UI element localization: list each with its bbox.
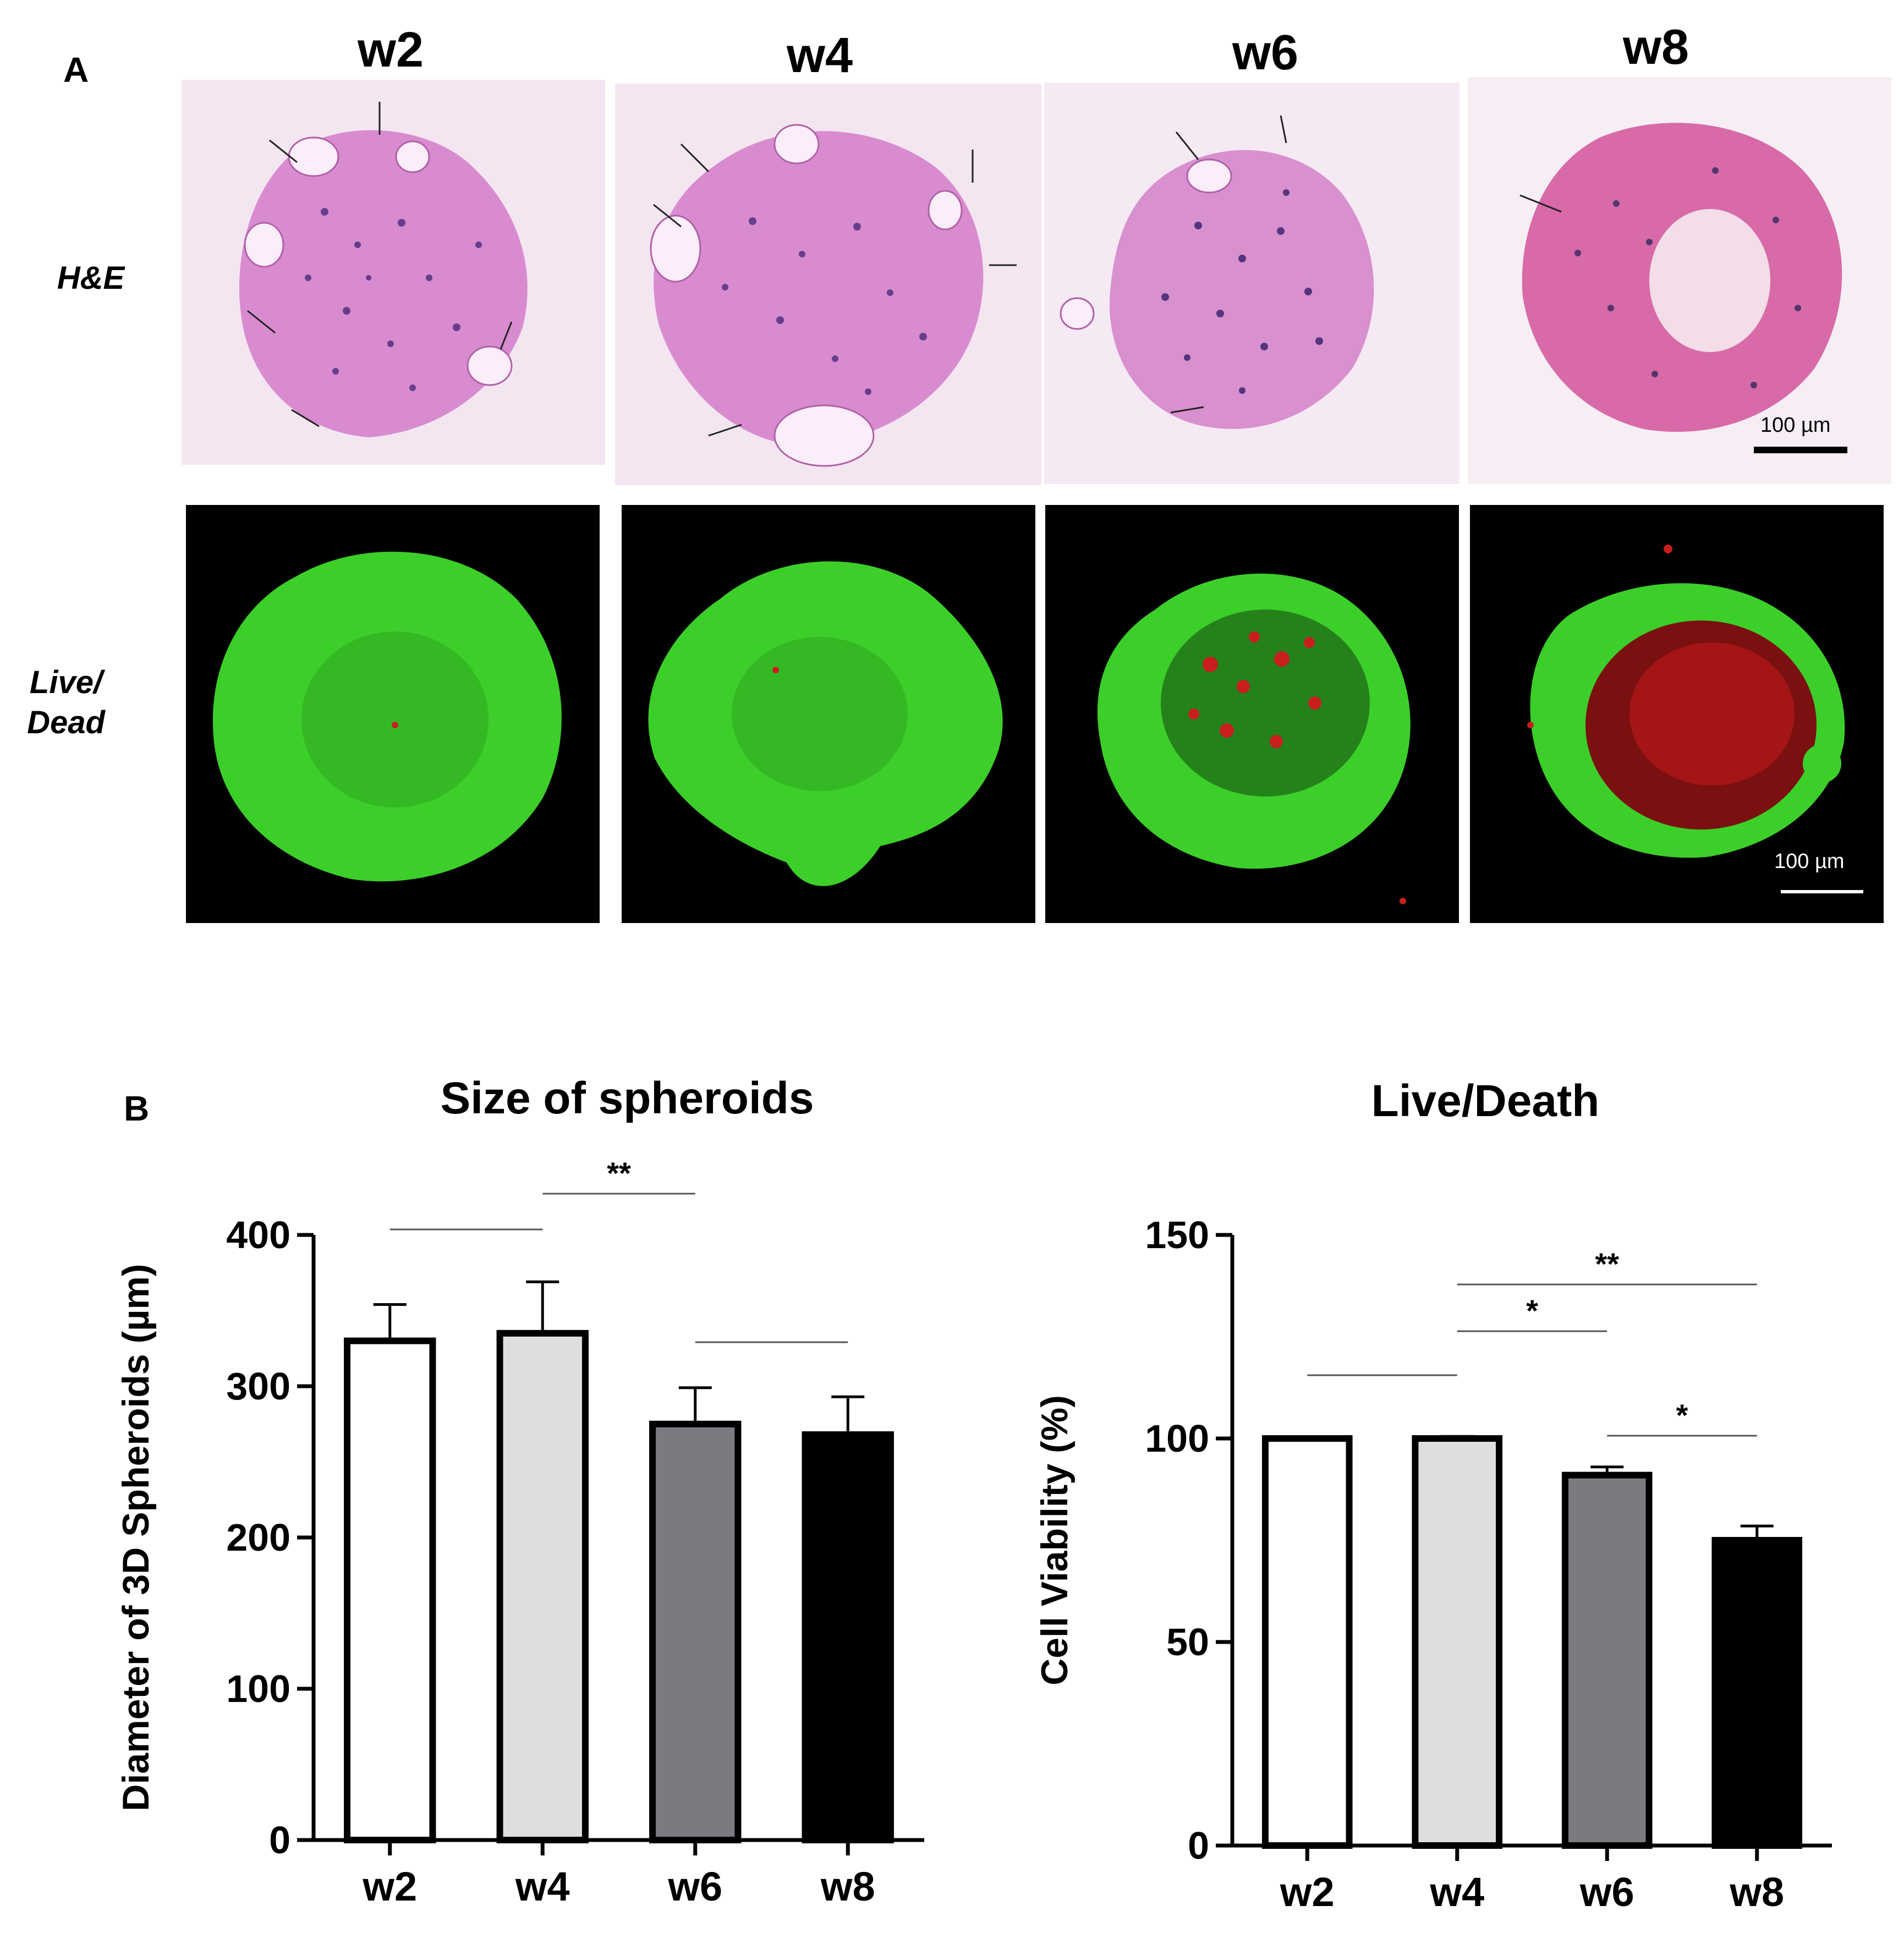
panel-b-letter: B bbox=[124, 1089, 150, 1128]
live-dead-image-w8 bbox=[1470, 505, 1884, 923]
significance-label: * bbox=[1526, 1293, 1538, 1328]
column-label-w8: w8 bbox=[1622, 20, 1689, 75]
y-tick-label: 300 bbox=[226, 1365, 290, 1408]
y-tick-label: 150 bbox=[1145, 1213, 1209, 1256]
y-tick-label: 0 bbox=[269, 1819, 290, 1861]
y-tick-label: 0 bbox=[1188, 1824, 1209, 1867]
chart1-svg: 0 100 200 300 400 Diameter of 3D Spheroids (µ… bbox=[115, 1156, 924, 1909]
significance-label: ** bbox=[1595, 1246, 1619, 1281]
x-tick-label-w8: w8 bbox=[820, 1864, 875, 1909]
column-label-w6: w6 bbox=[1232, 25, 1299, 80]
y-tick-label: 400 bbox=[226, 1213, 290, 1256]
y-axis-label: Diameter of 3D Spheroids (µm) bbox=[115, 1264, 157, 1811]
bar-w2 bbox=[1261, 1435, 1353, 1849]
live-dead-scale-bar-label: 100 µm bbox=[1774, 850, 1845, 873]
bar-w6 bbox=[649, 1420, 742, 1843]
he-image-w8 bbox=[1468, 77, 1891, 484]
x-tick-label-w6: w6 bbox=[667, 1864, 722, 1909]
x-tick-label-w2: w2 bbox=[1280, 1869, 1335, 1915]
bar-w8 bbox=[802, 1431, 894, 1843]
row-label-live-dead-line2: Dead bbox=[27, 704, 105, 740]
he-image-w6 bbox=[1044, 83, 1459, 484]
bar-w6 bbox=[1561, 1471, 1653, 1849]
bar-w4 bbox=[1412, 1435, 1503, 1849]
live-dead-image-w2 bbox=[186, 505, 600, 923]
column-label-w4: w4 bbox=[786, 28, 853, 83]
row-label-he: H&E bbox=[57, 260, 125, 296]
x-tick-label-w8: w8 bbox=[1729, 1869, 1784, 1915]
chart2-title: Live/Death bbox=[1371, 1076, 1600, 1126]
y-axis-label: Cell Viability (%) bbox=[1034, 1395, 1076, 1685]
row-label-live-dead-line1: Live/ bbox=[29, 665, 103, 700]
y-tick-label: 200 bbox=[226, 1516, 290, 1559]
x-tick-label-w4: w4 bbox=[1429, 1869, 1484, 1915]
row-label-live-dead: Live/ Dead bbox=[0, 663, 132, 743]
bar-w8 bbox=[1711, 1537, 1803, 1849]
x-tick-label-w6: w6 bbox=[1579, 1869, 1634, 1915]
x-tick-label-w4: w4 bbox=[515, 1864, 570, 1909]
live-dead-image-w4 bbox=[622, 505, 1035, 923]
he-scale-bar-label: 100 µm bbox=[1760, 414, 1831, 437]
bar-w2 bbox=[344, 1337, 436, 1843]
y-tick-label: 50 bbox=[1166, 1621, 1209, 1663]
panel-a-letter: A bbox=[63, 50, 89, 90]
significance-label: * bbox=[1676, 1398, 1688, 1432]
live-dead-image-w6 bbox=[1045, 505, 1459, 923]
column-label-w2: w2 bbox=[357, 23, 424, 78]
chart1-title: Size of spheroids bbox=[440, 1073, 814, 1123]
he-image-w4 bbox=[615, 84, 1041, 485]
significance-label: ** bbox=[607, 1156, 631, 1190]
he-image-w2 bbox=[182, 80, 605, 465]
bar-w4 bbox=[496, 1330, 589, 1843]
x-tick-label-w2: w2 bbox=[362, 1864, 417, 1909]
y-tick-label: 100 bbox=[226, 1667, 290, 1710]
y-tick-label: 100 bbox=[1145, 1417, 1209, 1460]
